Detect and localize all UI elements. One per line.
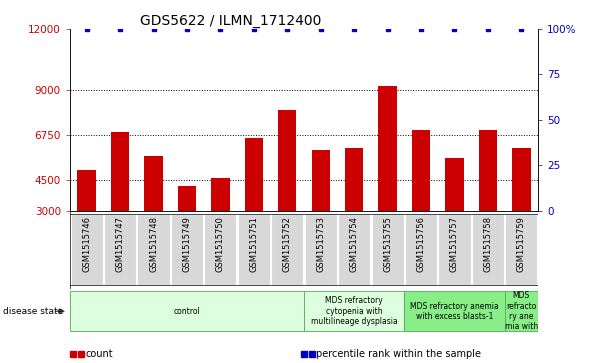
- Text: GSM1515758: GSM1515758: [483, 216, 492, 272]
- Text: GSM1515754: GSM1515754: [350, 216, 359, 272]
- Text: MDS refractory anemia
with excess blasts-1: MDS refractory anemia with excess blasts…: [410, 302, 499, 321]
- Text: GSM1515751: GSM1515751: [249, 216, 258, 272]
- FancyBboxPatch shape: [104, 214, 136, 285]
- FancyBboxPatch shape: [137, 214, 170, 285]
- FancyBboxPatch shape: [271, 214, 303, 285]
- Text: MDS
refracto
ry ane
mia with: MDS refracto ry ane mia with: [505, 291, 538, 331]
- Bar: [345, 148, 364, 271]
- FancyBboxPatch shape: [238, 214, 270, 285]
- Text: control: control: [174, 307, 200, 316]
- FancyBboxPatch shape: [304, 291, 404, 331]
- Text: GSM1515747: GSM1515747: [116, 216, 125, 272]
- Text: GSM1515749: GSM1515749: [182, 216, 192, 272]
- FancyBboxPatch shape: [171, 214, 203, 285]
- Text: GSM1515755: GSM1515755: [383, 216, 392, 272]
- FancyBboxPatch shape: [70, 291, 304, 331]
- FancyBboxPatch shape: [405, 214, 437, 285]
- FancyBboxPatch shape: [505, 214, 537, 285]
- Text: GSM1515746: GSM1515746: [82, 216, 91, 272]
- Bar: [278, 110, 297, 271]
- Text: GSM1515756: GSM1515756: [416, 216, 426, 272]
- Bar: [512, 148, 531, 271]
- Text: GSM1515759: GSM1515759: [517, 216, 526, 272]
- Bar: [111, 132, 130, 271]
- Text: percentile rank within the sample: percentile rank within the sample: [316, 349, 481, 359]
- Bar: [211, 178, 230, 271]
- FancyBboxPatch shape: [472, 214, 504, 285]
- Bar: [311, 150, 330, 271]
- Bar: [244, 138, 263, 271]
- FancyBboxPatch shape: [204, 214, 237, 285]
- Bar: [378, 86, 397, 271]
- Text: GSM1515752: GSM1515752: [283, 216, 292, 272]
- Text: MDS refractory
cytopenia with
multilineage dysplasia: MDS refractory cytopenia with multilinea…: [311, 296, 398, 326]
- Text: GDS5622 / ILMN_1712400: GDS5622 / ILMN_1712400: [140, 14, 322, 28]
- Text: GSM1515750: GSM1515750: [216, 216, 225, 272]
- FancyBboxPatch shape: [404, 291, 505, 331]
- Text: disease state: disease state: [3, 307, 63, 316]
- Bar: [178, 186, 196, 271]
- FancyBboxPatch shape: [305, 214, 337, 285]
- Text: count: count: [85, 349, 112, 359]
- Bar: [77, 170, 96, 271]
- Bar: [144, 156, 163, 271]
- FancyBboxPatch shape: [71, 214, 103, 285]
- FancyBboxPatch shape: [371, 214, 404, 285]
- Text: GSM1515757: GSM1515757: [450, 216, 459, 272]
- FancyBboxPatch shape: [338, 214, 370, 285]
- Text: GSM1515753: GSM1515753: [316, 216, 325, 272]
- Bar: [412, 130, 430, 271]
- Bar: [478, 130, 497, 271]
- FancyBboxPatch shape: [505, 291, 538, 331]
- Bar: [445, 158, 464, 271]
- Text: GSM1515748: GSM1515748: [149, 216, 158, 272]
- FancyBboxPatch shape: [438, 214, 471, 285]
